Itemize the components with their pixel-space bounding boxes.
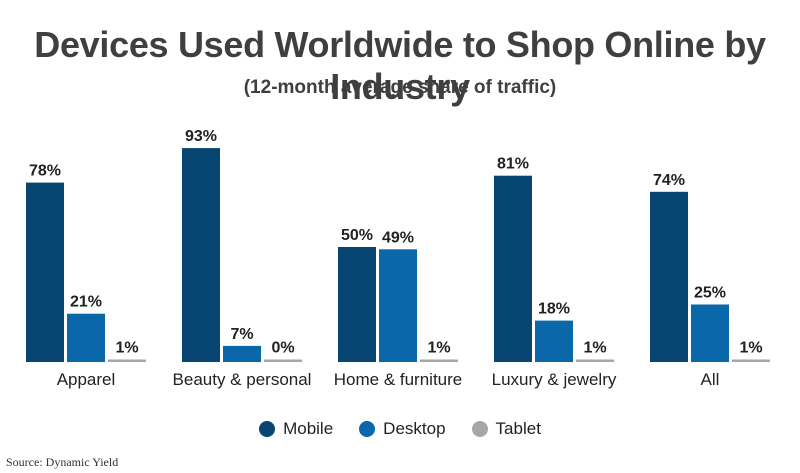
value-label-mobile-4: 74% <box>653 172 685 189</box>
value-labels-layer: 78% 21% 1% 93% 7% 0% 50% 49% 1% 81% 18% 1% 74% 25% 1% <box>29 128 763 356</box>
chart-subtitle: (12-month average share of traffic) <box>243 77 557 98</box>
category-label-4: All <box>701 370 720 389</box>
bar-mobile-0[interactable] <box>26 182 64 362</box>
value-label-mobile-1: 93% <box>185 128 217 145</box>
legend-mobile-dot-icon <box>259 421 276 437</box>
category-labels-layer: Apparel Beauty & personal Home & furniture… <box>57 370 720 389</box>
chart-title: Devices Used Worldwide to Shop Online by… <box>34 24 766 107</box>
category-label-1: Beauty & personal <box>173 370 312 389</box>
bar-desktop-2[interactable] <box>379 249 417 362</box>
legend: Mobile Desktop Tablet <box>0 419 800 439</box>
bar-desktop-0[interactable] <box>67 313 105 362</box>
legend-item-desktop[interactable]: Desktop <box>359 419 446 439</box>
value-label-desktop-2: 49% <box>382 229 414 246</box>
bar-tablet-4[interactable] <box>732 359 770 363</box>
bar-tablet-3[interactable] <box>576 359 614 363</box>
bar-mobile-4[interactable] <box>650 191 688 362</box>
bar-tablet-2[interactable] <box>420 359 458 363</box>
value-label-desktop-0: 21% <box>70 294 102 311</box>
value-label-tablet-3: 1% <box>583 340 606 357</box>
legend-desktop-dot-icon <box>359 421 376 437</box>
legend-item-tablet[interactable]: Tablet <box>471 419 541 439</box>
value-label-tablet-4: 1% <box>739 340 762 357</box>
bar-chart: 78%21%1%93%7%0%50% 49%1%81%18%1%74%25%1% … <box>26 128 770 389</box>
bar-desktop-1[interactable] <box>223 345 261 362</box>
category-label-2: Home & furniture <box>334 370 463 389</box>
value-label-tablet-2: 1% <box>427 340 450 357</box>
bar-tablet-1[interactable] <box>264 359 302 363</box>
legend-desktop-label: Desktop <box>383 419 446 438</box>
value-label-mobile-2: 50% <box>341 227 373 244</box>
bars-layer <box>26 148 770 362</box>
value-label-desktop-4: 25% <box>694 285 726 302</box>
legend-tablet-label: Tablet <box>495 419 541 438</box>
bar-mobile-3[interactable] <box>494 175 532 362</box>
legend-mobile-label: Mobile <box>283 419 334 438</box>
category-label-3: Luxury & jewelry <box>492 370 617 389</box>
bar-tablet-0[interactable] <box>108 359 146 363</box>
legend-item-mobile[interactable]: Mobile <box>259 419 333 439</box>
value-label-tablet-0: 1% <box>115 340 138 357</box>
category-label-0: Apparel <box>57 370 116 389</box>
value-label-tablet-1: 0% <box>271 340 294 357</box>
value-label-mobile-0: 78% <box>29 163 61 180</box>
bar-desktop-4[interactable] <box>691 304 729 363</box>
bar-mobile-2[interactable] <box>338 247 376 362</box>
value-label-mobile-3: 81% <box>497 156 529 173</box>
source-note: Source: Dynamic Yield <box>6 455 119 469</box>
bar-mobile-1[interactable] <box>182 148 220 362</box>
value-label-desktop-1: 7% <box>230 326 253 343</box>
legend-tablet-dot-icon <box>471 421 488 437</box>
value-label-desktop-3: 18% <box>538 301 570 318</box>
bar-desktop-3[interactable] <box>535 320 573 362</box>
